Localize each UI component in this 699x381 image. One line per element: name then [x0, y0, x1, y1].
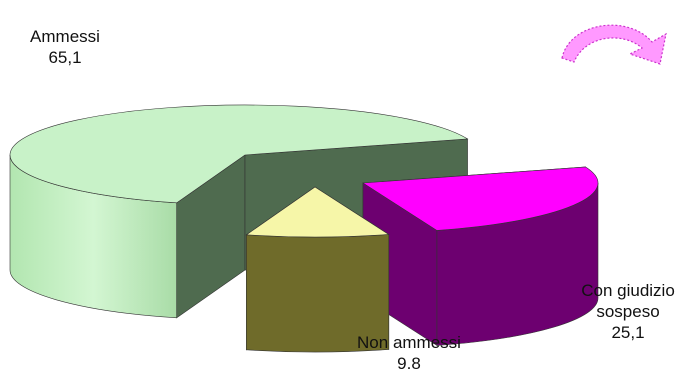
- slice-value-ammessi: 65,1: [48, 48, 82, 67]
- slice-label-giudizio-sospeso: Con giudizio sospeso 25,1: [558, 280, 698, 343]
- slice-non-ammessi: [245, 186, 390, 238]
- slice-name-giudizio-line1: Con giudizio: [581, 281, 675, 300]
- slice-value-giudizio: 25,1: [611, 323, 645, 342]
- curved-arrow-icon: [561, 24, 667, 65]
- slice-label-non-ammessi: Non ammessi 9.8: [334, 332, 484, 374]
- slice-label-ammessi: Ammessi 65,1: [10, 26, 120, 68]
- slice-name-ammessi: Ammessi: [30, 27, 100, 46]
- slice-name-giudizio-line2: sospeso: [596, 302, 660, 321]
- slice-name-non-ammessi: Non ammessi: [357, 333, 461, 352]
- slice-con-giudizio-sospeso: [362, 166, 599, 231]
- slice-ammessi: [9, 104, 469, 204]
- slice-value-non-ammessi: 9.8: [397, 354, 421, 373]
